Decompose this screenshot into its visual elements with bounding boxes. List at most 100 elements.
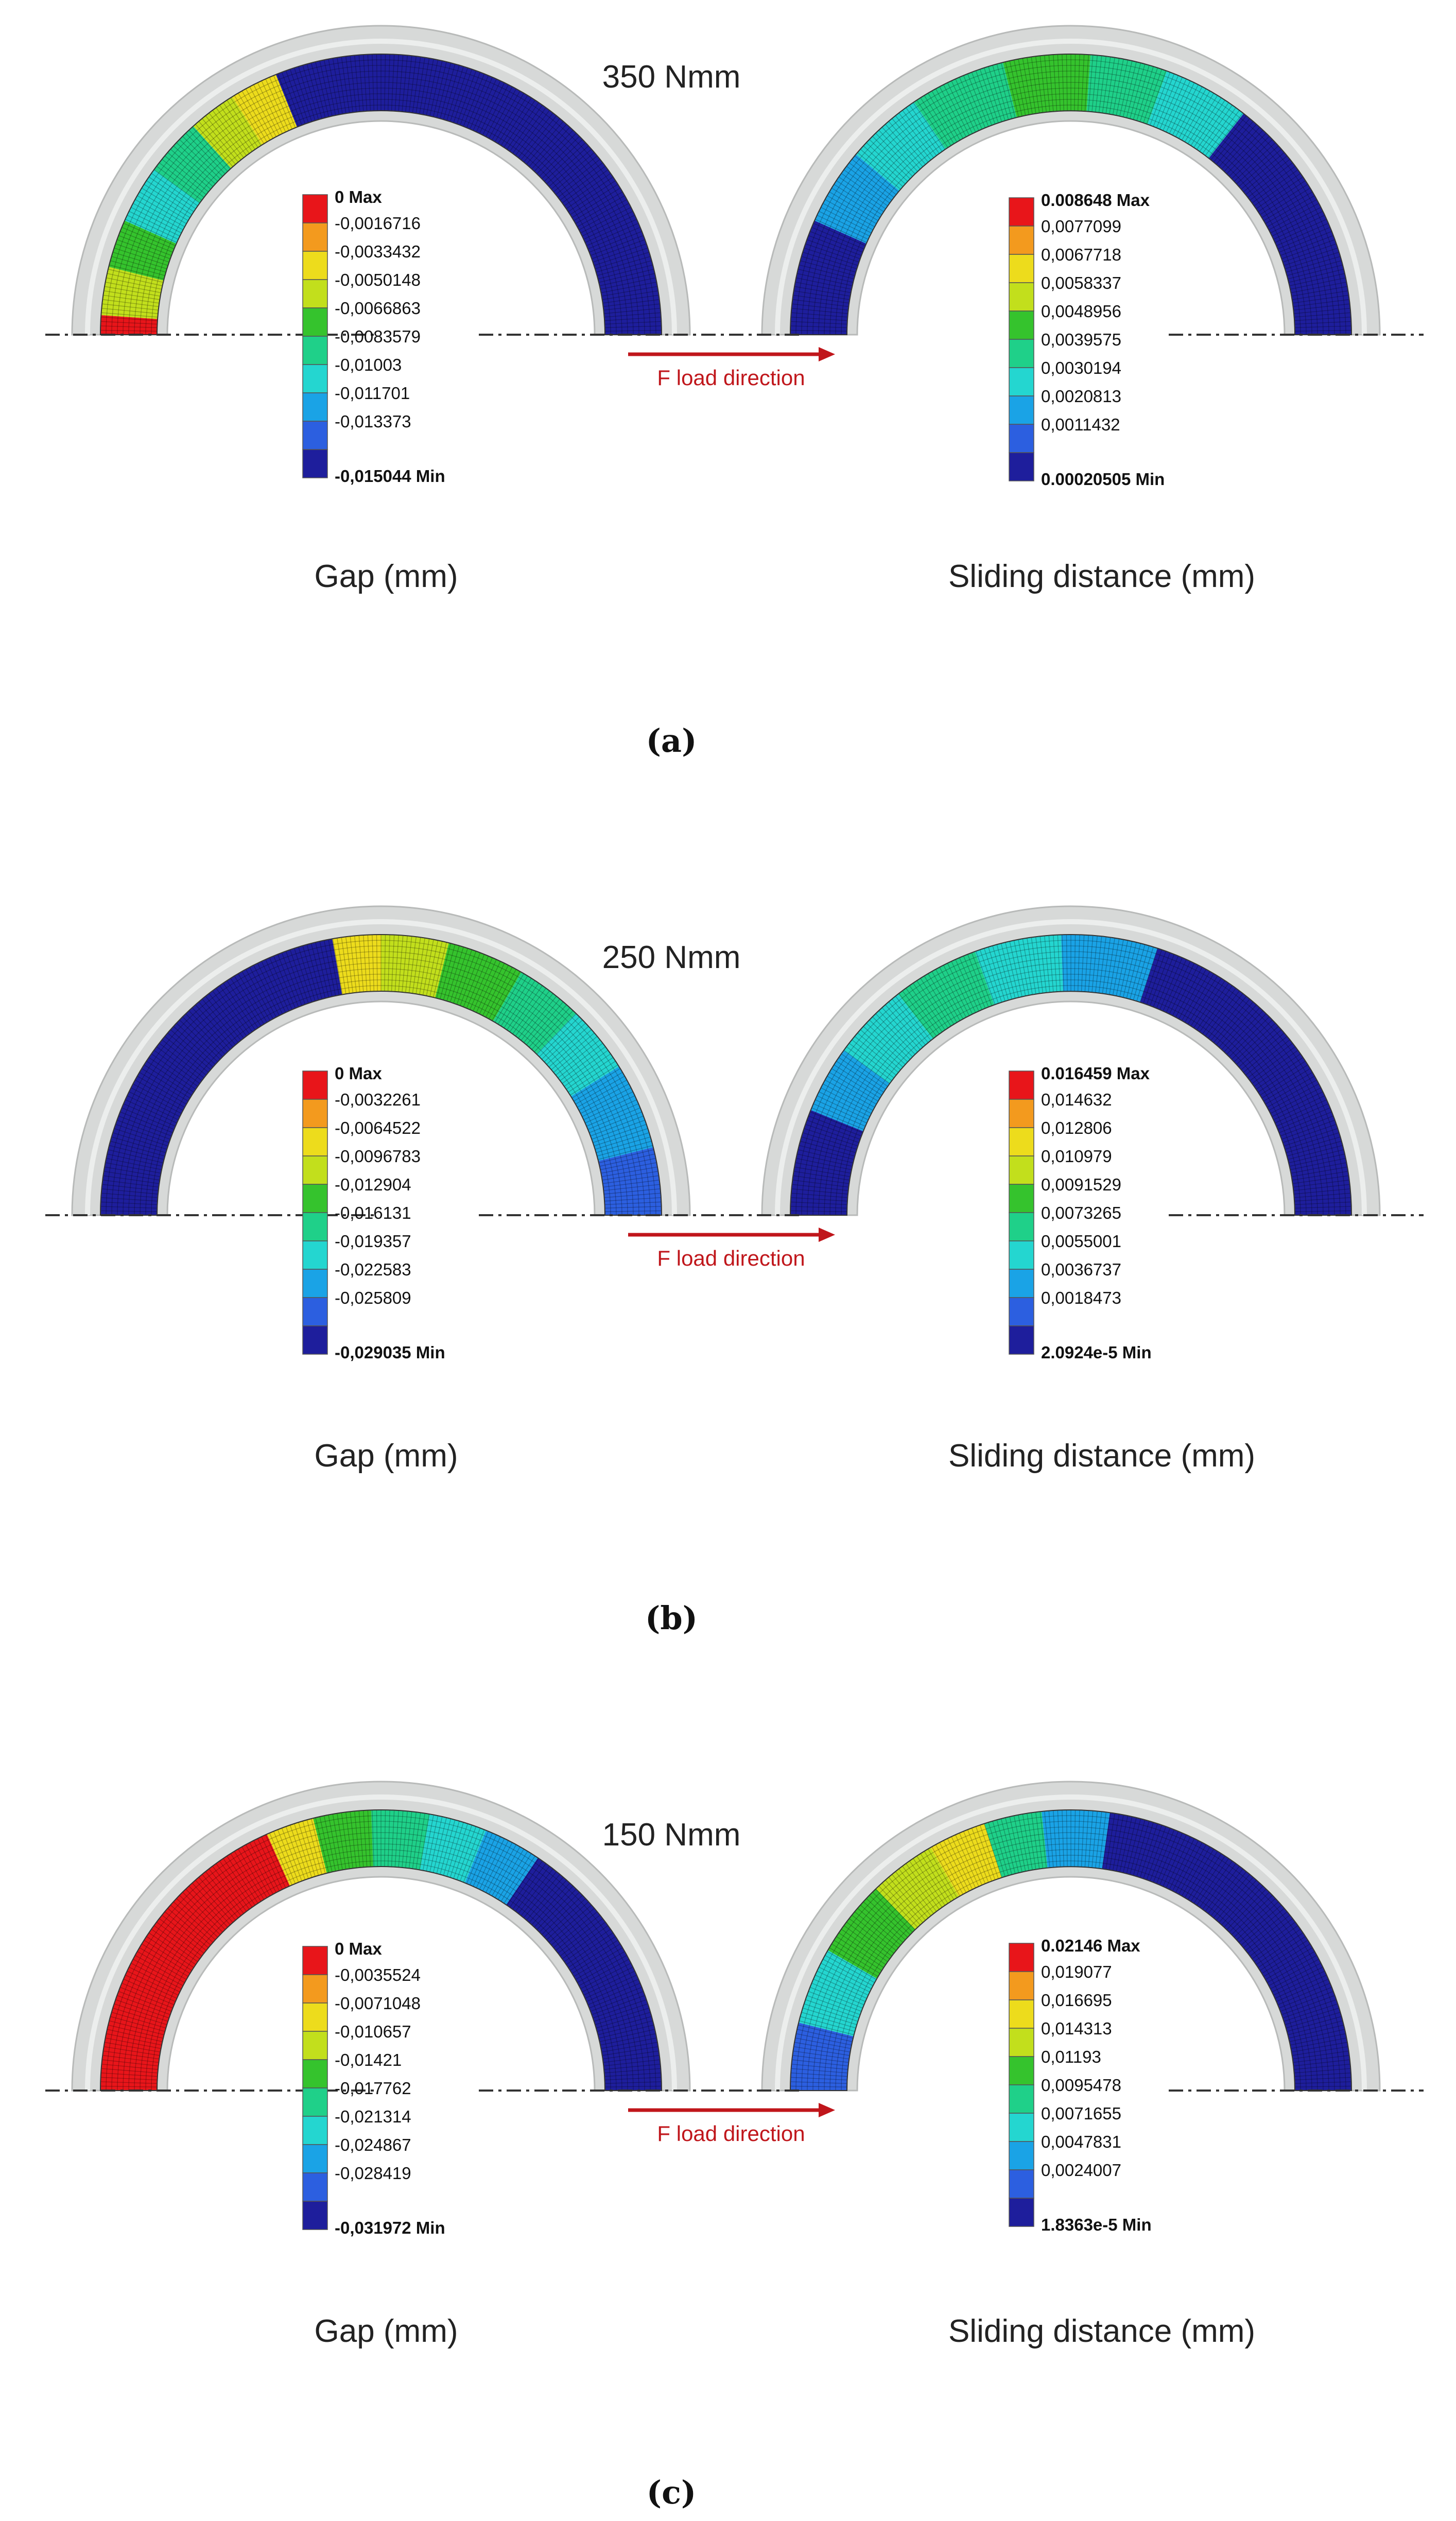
legend-swatch <box>302 2144 328 2173</box>
legend-swatch <box>302 392 328 422</box>
load-direction-label: F load direction <box>657 2121 805 2146</box>
legend-swatch <box>302 1070 328 1100</box>
legend-swatch <box>302 279 328 308</box>
legend-label: 0,0077099 <box>1041 217 1121 236</box>
contour-region <box>267 1818 327 1886</box>
legend-label: -0,0035524 <box>335 1965 421 1984</box>
contour-region <box>828 1888 915 1979</box>
legend-label: 0,01193 <box>1041 2047 1101 2066</box>
contour-region <box>100 939 342 1215</box>
contour-region <box>914 62 1017 149</box>
contour-region <box>193 96 263 168</box>
ring-outline <box>99 54 663 335</box>
load-label: 350 Nmm <box>602 59 741 95</box>
contour-region <box>1003 54 1091 117</box>
legend-label: 0,0048956 <box>1041 302 1121 321</box>
legend-swatch <box>1009 1943 1034 1972</box>
legend-label: 0,0020813 <box>1041 387 1121 406</box>
legend-swatch <box>1009 310 1034 340</box>
legend-swatch <box>302 449 328 478</box>
legend-label: -0,010657 <box>335 2022 411 2041</box>
legend-swatch <box>302 2201 328 2230</box>
legend-swatch <box>1009 2198 1034 2227</box>
contour-region <box>790 220 866 335</box>
legend-swatch <box>1009 2028 1034 2057</box>
legend-swatch <box>302 1099 328 1128</box>
load-label: 250 Nmm <box>602 940 741 975</box>
contour-region <box>856 102 946 191</box>
legend-label: -0,031972 Min <box>335 2218 445 2237</box>
legend-swatch <box>1009 339 1034 368</box>
legend-swatch <box>1009 254 1034 283</box>
legend-label: -0,029035 Min <box>335 1343 445 1362</box>
contour-region <box>506 1858 662 2091</box>
legend-label: -0,011701 <box>335 384 410 403</box>
gap-ring-plot <box>71 1781 691 2092</box>
legend-label: -0,0050148 <box>335 270 421 289</box>
legend-swatch <box>1009 1297 1034 1326</box>
legend-label: -0,015044 Min <box>335 467 445 486</box>
legend-label: -0,0016716 <box>335 214 421 233</box>
contour-region <box>100 1834 290 2091</box>
legend-label: 0,0024007 <box>1041 2161 1121 2180</box>
legend-label: -0,024867 <box>335 2135 411 2154</box>
legend-swatch <box>302 2172 328 2202</box>
legend-label: -0,0033432 <box>335 242 421 261</box>
load-direction-arrow <box>628 2103 835 2117</box>
sliding-ring-plot <box>761 1781 1381 2092</box>
contour-region <box>493 972 576 1055</box>
legend-label: 0,0011432 <box>1041 415 1120 434</box>
contour-region <box>790 1110 863 1215</box>
legend-swatch <box>302 336 328 365</box>
sliding-ring-plot <box>761 905 1381 1216</box>
legend-swatch <box>1009 1325 1034 1355</box>
legend-swatch <box>1009 1099 1034 1128</box>
legend-swatch <box>1009 452 1034 481</box>
legend-swatch <box>1009 1212 1034 1241</box>
legend-label: 0,0036737 <box>1041 1260 1121 1279</box>
contour-region <box>125 169 200 244</box>
legend-swatch <box>302 1325 328 1355</box>
legend-swatch <box>1009 2141 1034 2170</box>
contour-region <box>109 220 177 281</box>
legend-label: -0,025809 <box>335 1288 411 1307</box>
panel-c: 150 Nmm F load direction 0 Max -0,0035524… <box>45 1781 1424 2511</box>
legend-label: 0,016695 <box>1041 1991 1112 2010</box>
legend-swatch <box>1009 1155 1034 1185</box>
legend-swatch <box>302 2002 328 2032</box>
legend-swatch <box>302 307 328 337</box>
contour-region <box>101 267 164 319</box>
legend-swatch <box>1009 1070 1034 1100</box>
contour-region <box>332 935 381 995</box>
legend-label: -0,019357 <box>335 1232 411 1251</box>
legend-swatch <box>1009 1971 1034 2000</box>
legend-swatch <box>302 1155 328 1185</box>
legend-swatch <box>302 222 328 252</box>
contour-region <box>1061 935 1158 1003</box>
panel-letter: (a) <box>646 722 697 759</box>
legend-label: -0,021314 <box>335 2107 411 2126</box>
legend-label: 0,0091529 <box>1041 1175 1121 1194</box>
contour-region <box>371 1810 430 1870</box>
contour-region <box>464 1830 538 1905</box>
legend-label: 0,0071655 <box>1041 2104 1121 2123</box>
legend-label: -0,01421 <box>335 2050 402 2069</box>
contour-region <box>984 1811 1048 1878</box>
contour-region <box>232 74 298 145</box>
legend-label: -0,0083579 <box>335 327 421 346</box>
contour-region <box>898 951 995 1039</box>
contour-region <box>420 1814 487 1883</box>
legend-swatch <box>302 1212 328 1241</box>
legend-swatch <box>1009 197 1034 227</box>
legend-swatch <box>1009 282 1034 312</box>
legend-swatch <box>1009 2056 1034 2085</box>
load-direction-label: F load direction <box>657 1246 805 1270</box>
gap-legend: 0 Max -0,0016716 -0,0033432 -0,0050148 -0,00… <box>302 187 445 486</box>
contour-region <box>814 154 899 244</box>
legend-label: -0,022583 <box>335 1260 411 1279</box>
legend-swatch <box>1009 367 1034 396</box>
mesh-grid <box>100 54 662 335</box>
legend-label: 2.0924e-5 Min <box>1041 1343 1152 1362</box>
legend-swatch <box>1009 1184 1034 1213</box>
legend-label: -0,0066863 <box>335 299 421 318</box>
